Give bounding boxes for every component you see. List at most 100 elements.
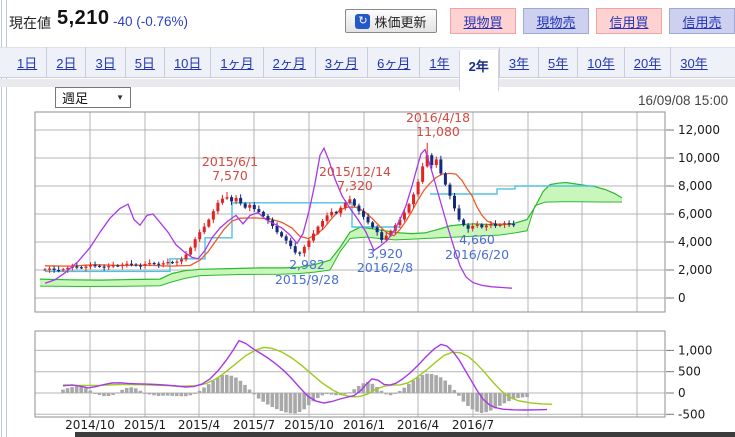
period-tab-6ヶ月[interactable]: 6ヶ月 [367, 47, 419, 78]
candle-body [139, 265, 143, 267]
period-tab-2日[interactable]: 2日 [46, 47, 85, 78]
hist-bar [288, 393, 293, 414]
hist-bar [197, 390, 202, 393]
candle-body [316, 226, 320, 234]
x-axis-label: 2015/4 [178, 418, 220, 432]
candle-body [157, 263, 161, 265]
period-tab-30年[interactable]: 30年 [670, 47, 716, 78]
candle-body [280, 232, 284, 237]
period-tab-3ヶ月[interactable]: 3ヶ月 [314, 47, 367, 78]
ma-line [44, 172, 514, 267]
hist-bar [466, 393, 470, 407]
hist-bar [152, 393, 156, 396]
period-tab-1日[interactable]: 1日 [17, 56, 38, 71]
hist-bar [311, 393, 316, 402]
period-tab-bar: 1日 2日 3日 5日 10日 1ヶ月 2ヶ月 3ヶ月 6ヶ月 1年 2年 3年 5年 10年 20年 30年 [0, 47, 735, 91]
period-tab-2ヶ月[interactable]: 2ヶ月 [262, 47, 315, 78]
period-tab-3年[interactable]: 3年 [498, 47, 538, 78]
candle-body [84, 266, 88, 268]
main-chart [34, 111, 666, 313]
hist-bar [211, 380, 215, 393]
x-axis-label: 2015/10 [284, 418, 334, 432]
hist-bar [83, 388, 88, 393]
y-tick-label: 4,000 [678, 235, 712, 249]
current-price-value: 5,210 [57, 7, 110, 29]
candle-body [421, 166, 425, 182]
chart-annotations: 2015/6/1 7,570 2015/12/14 7,320 2016/4/18 11,… [202, 110, 509, 287]
macd-line-fast [62, 339, 548, 411]
hist-bar [475, 393, 479, 412]
hist-bar [247, 389, 252, 393]
order-button-label: 信用売 [682, 14, 722, 30]
period-tab-5年[interactable]: 5年 [538, 47, 577, 78]
candle-body [434, 159, 438, 165]
period-tab-1年[interactable]: 1年 [419, 47, 458, 78]
hist-bar [88, 390, 93, 393]
candle-body [202, 226, 206, 233]
chart-type-select[interactable]: 週足 ▼ [55, 87, 131, 108]
period-tab-10日[interactable]: 10日 [163, 47, 210, 78]
hist-bar [388, 393, 393, 396]
sub-chart [34, 330, 666, 418]
candle-body [180, 259, 183, 262]
candle-body [98, 265, 102, 267]
peak-annotation: 2016/4/18 11,080 [406, 110, 470, 139]
x-axis: 2014/10 2015/1 2015/4 2015/7 2015/10 2016/1 20… [65, 418, 494, 432]
period-tab-10年[interactable]: 10年 [577, 47, 623, 78]
hist-bar [511, 393, 516, 400]
candle-body [330, 211, 334, 216]
candle-body [407, 204, 411, 213]
hist-bar [61, 389, 65, 393]
order-button-4[interactable]: 信用売 [669, 8, 735, 34]
candle-body [448, 184, 452, 196]
macd-histogram [61, 373, 529, 414]
hist-bar [402, 387, 407, 393]
order-button-label: 現物買 [463, 14, 503, 30]
candle-body [457, 208, 461, 220]
refresh-price-button[interactable]: ↻ 株価更新 [345, 9, 437, 33]
bottom-section-edge [75, 432, 735, 437]
hist-bar [147, 393, 152, 395]
candle-body [175, 261, 179, 263]
hist-bar [352, 389, 356, 393]
period-tab-1ヶ月[interactable]: 1ヶ月 [210, 47, 262, 78]
order-button-2[interactable]: 現物売 [523, 8, 589, 34]
hist-bar [356, 385, 361, 393]
candle-body [193, 239, 197, 248]
hist-bar [120, 389, 124, 393]
candle-body [125, 263, 129, 265]
candle-body [225, 197, 229, 199]
candle-body [484, 225, 488, 228]
candle-body [402, 212, 406, 220]
candle-body [384, 235, 388, 240]
hist-bar [393, 393, 397, 394]
price-change: -40 (-0.76%) [113, 14, 189, 29]
candle-body [239, 197, 243, 204]
trough-annotation: 2,982 2015/9/28 [275, 257, 339, 287]
order-button-3[interactable]: 信用買 [596, 8, 662, 34]
period-tab-3日[interactable]: 3日 [85, 47, 124, 78]
candle-body [234, 197, 238, 202]
hist-bar [425, 373, 429, 393]
order-button-label: 現物売 [536, 14, 576, 30]
candle-body [75, 266, 79, 268]
hist-bar [79, 386, 83, 393]
candle-body [143, 264, 147, 266]
y-tick-label: 0 [678, 386, 686, 400]
period-tab-20年[interactable]: 20年 [623, 47, 670, 78]
candle-body [248, 204, 252, 208]
hist-bar [516, 393, 520, 399]
hist-bar [366, 381, 370, 393]
hist-bar [124, 387, 129, 393]
x-axis-label: 2014/10 [65, 418, 115, 432]
hist-bar [138, 390, 143, 393]
candle-body [198, 232, 202, 240]
hist-bar [70, 387, 74, 393]
period-tab-5日[interactable]: 5日 [124, 47, 164, 78]
period-tab-2年[interactable]: 2年 [458, 50, 499, 91]
order-button-1[interactable]: 現物買 [450, 8, 516, 34]
hist-bar [370, 383, 375, 393]
hist-bar [320, 393, 325, 396]
hist-bar [461, 393, 466, 402]
cloud-top-edge [39, 181, 623, 281]
